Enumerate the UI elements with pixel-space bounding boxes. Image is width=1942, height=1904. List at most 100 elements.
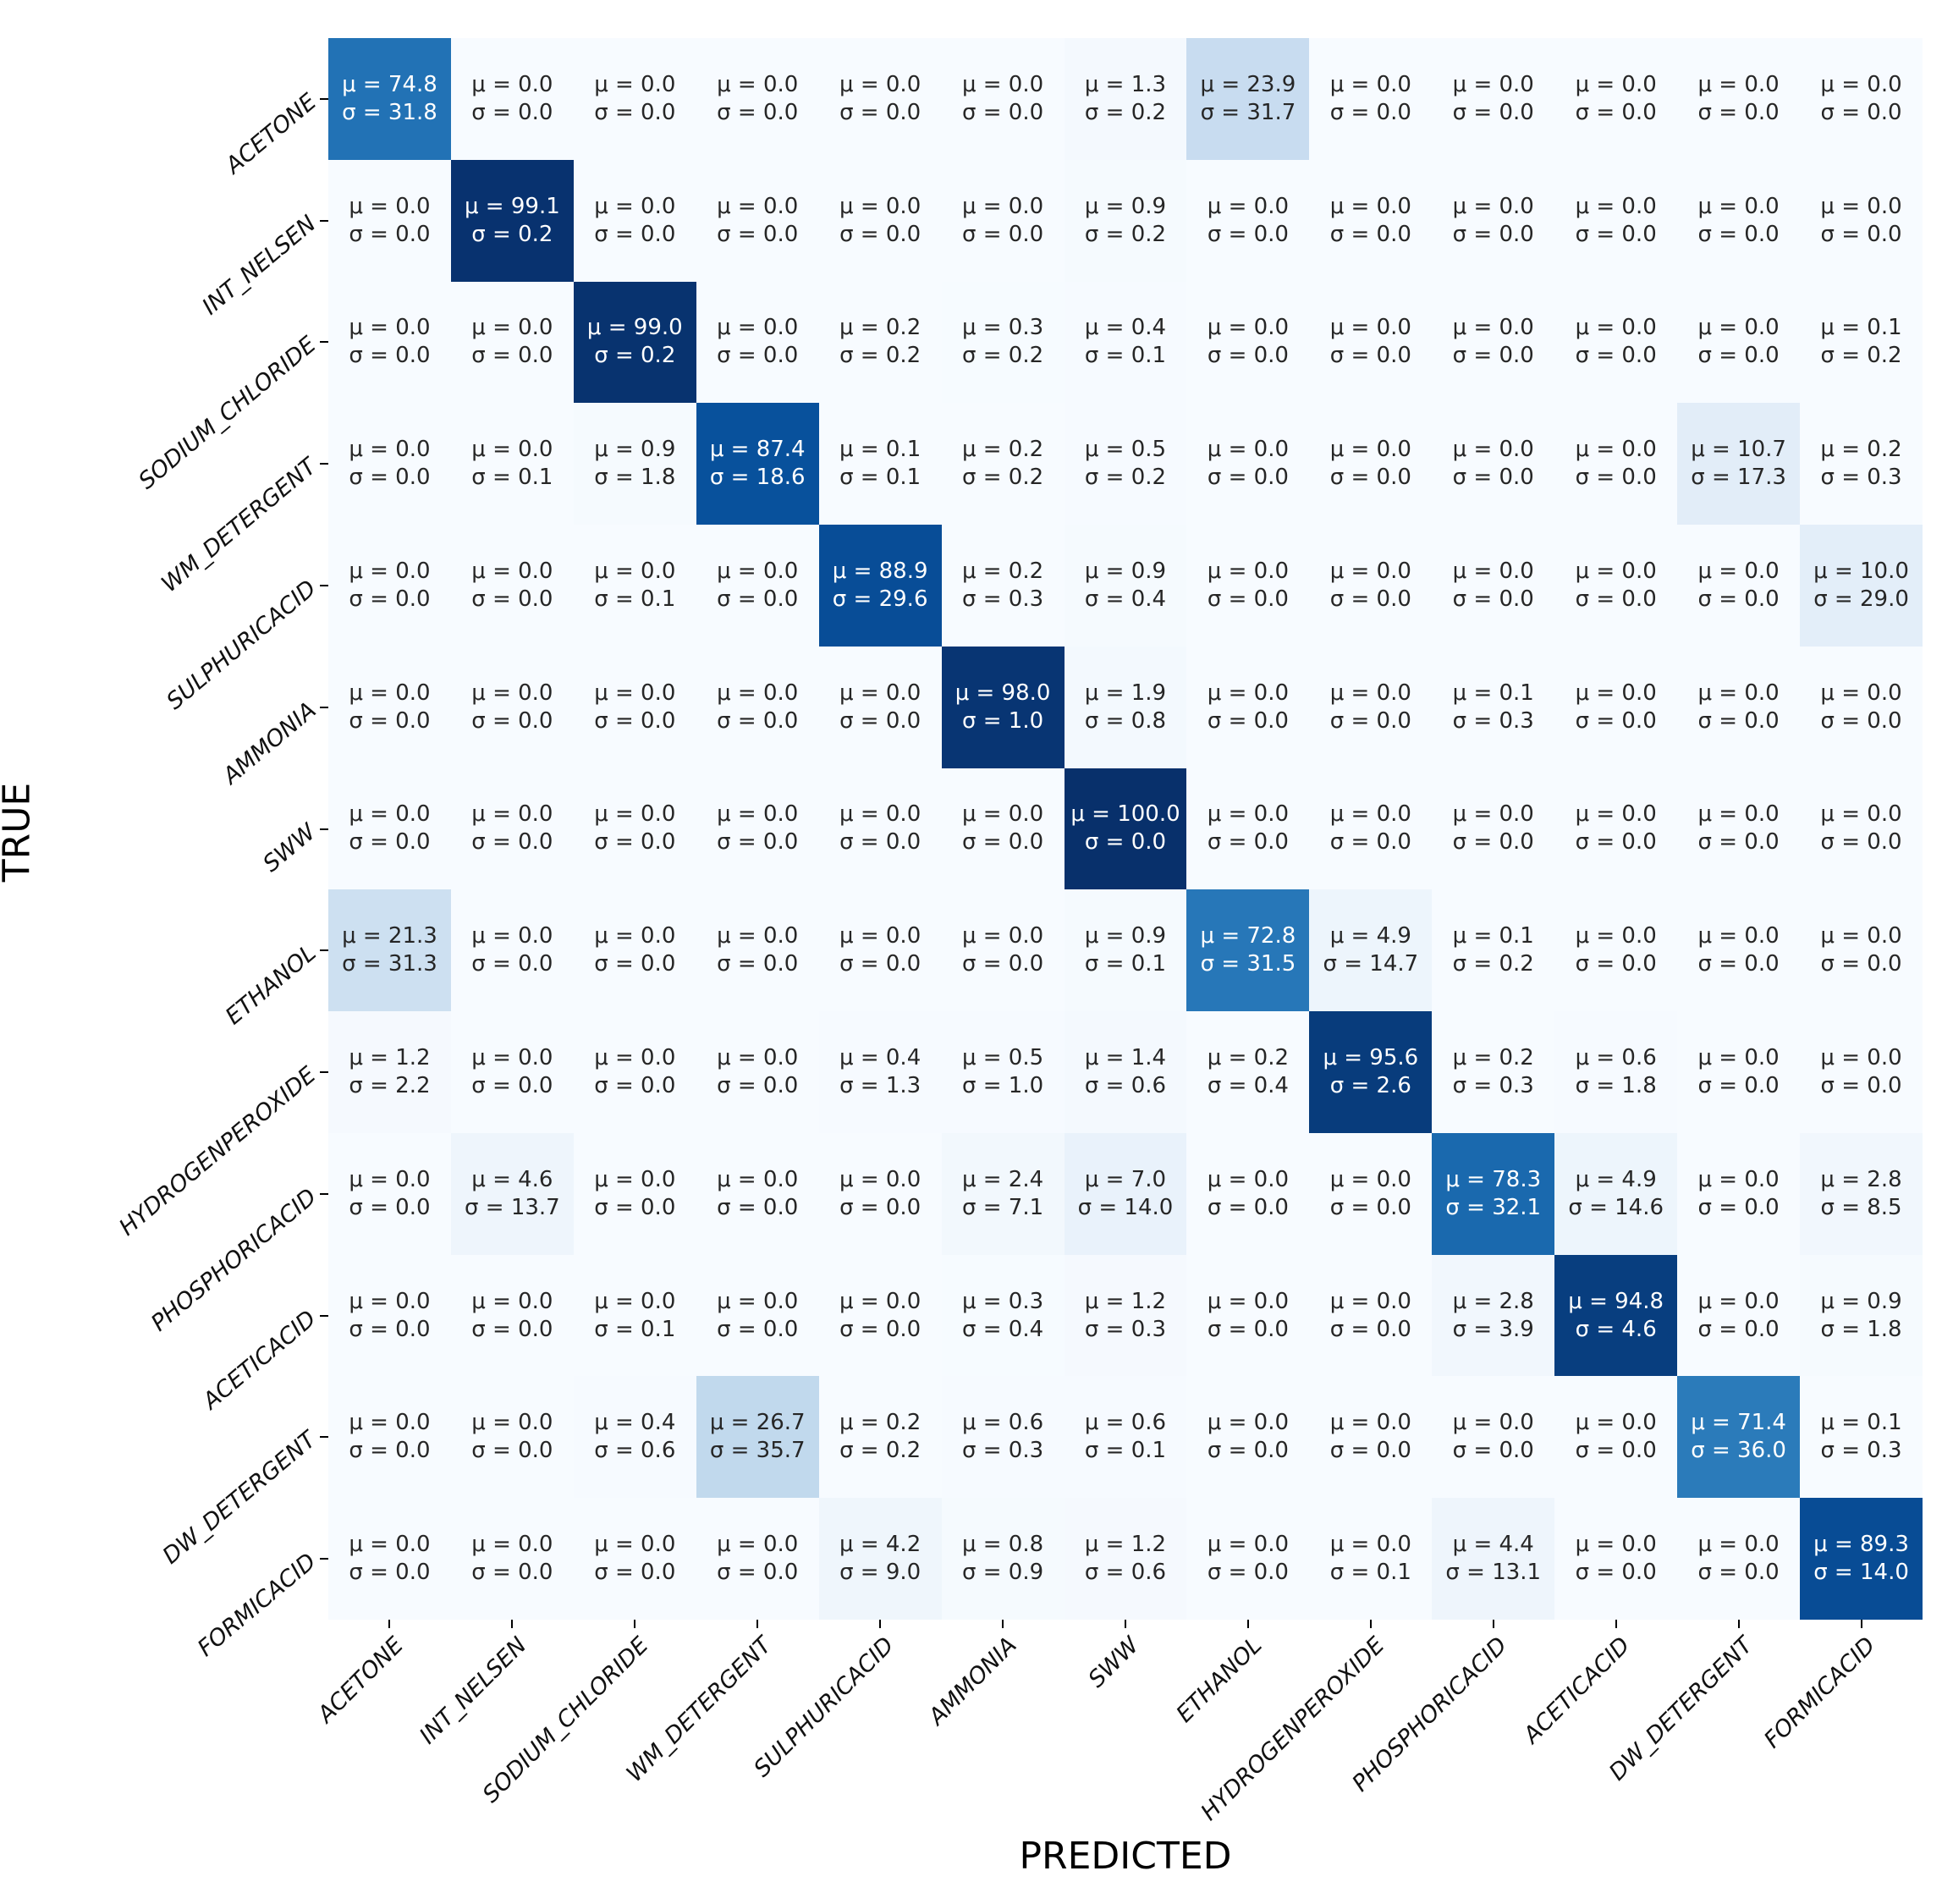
heatmap-cell-sww-sulphuricacid: μ = 0.0 σ = 0.0: [818, 768, 942, 890]
heatmap-cell-formicacid-sww: μ = 1.2 σ = 0.6: [1064, 1498, 1187, 1620]
cell-sigma-value: σ = 0.1: [1084, 343, 1167, 369]
cell-mu-value: μ = 0.0: [1452, 801, 1534, 828]
cell-sigma-value: σ = 0.2: [1084, 221, 1167, 247]
heatmap-cell-ethanol-aceticacid: μ = 0.0 σ = 0.0: [1554, 889, 1678, 1012]
cell-sigma-value: σ = 0.2: [471, 221, 553, 247]
cell-mu-value: μ = 0.0: [1452, 1410, 1534, 1436]
heatmap-cell-aceticacid-sww: μ = 1.2 σ = 0.3: [1064, 1254, 1187, 1377]
cell-sigma-value: σ = 0.0: [1697, 1560, 1780, 1586]
cell-mu-value: μ = 0.3: [961, 315, 1044, 341]
cell-sigma-value: σ = 8.5: [1820, 1194, 1902, 1220]
heatmap-cell-hydrogenperoxide-sodium_chloride: μ = 0.0 σ = 0.0: [573, 1011, 696, 1133]
heatmap-cell-acetone-sww: μ = 1.3 σ = 0.2: [1064, 38, 1187, 160]
cell-mu-value: μ = 87.4: [709, 437, 806, 463]
cell-sigma-value: σ = 0.0: [1207, 221, 1289, 247]
heatmap-cell-dw_detergent-sulphuricacid: μ = 0.2 σ = 0.2: [818, 1376, 942, 1499]
cell-mu-value: μ = 0.0: [594, 71, 676, 97]
cell-sigma-value: σ = 0.0: [717, 99, 799, 125]
y-tick-mark: [320, 584, 328, 586]
cell-mu-value: μ = 0.6: [961, 1410, 1044, 1436]
heatmap-cell-formicacid-sodium_chloride: μ = 0.0 σ = 0.0: [573, 1498, 696, 1620]
cell-sigma-value: σ = 0.0: [471, 1560, 553, 1586]
y-tick-mark: [320, 1071, 328, 1074]
cell-sigma-value: σ = 0.0: [1207, 707, 1289, 734]
heatmap-cell-ethanol-int_nelsen: μ = 0.0 σ = 0.0: [450, 889, 574, 1012]
cell-mu-value: μ = 0.0: [349, 1166, 431, 1192]
cell-sigma-value: σ = 0.0: [717, 1073, 799, 1099]
cell-sigma-value: σ = 0.0: [1575, 829, 1657, 856]
cell-sigma-value: σ = 31.7: [1200, 99, 1296, 125]
cell-sigma-value: σ = 0.0: [1575, 951, 1657, 977]
cell-sigma-value: σ = 0.0: [471, 1438, 553, 1464]
y-tick-mark: [320, 1436, 328, 1439]
cell-mu-value: μ = 0.3: [961, 1288, 1044, 1314]
cell-mu-value: μ = 0.0: [717, 1288, 799, 1314]
y-tick-mark: [320, 1192, 328, 1195]
cell-mu-value: μ = 0.0: [1329, 680, 1411, 706]
heatmap-cell-dw_detergent-ammonia: μ = 0.6 σ = 0.3: [941, 1376, 1065, 1499]
cell-mu-value: μ = 0.0: [349, 1532, 431, 1558]
heatmap-cell-sodium_chloride-dw_detergent: μ = 0.0 σ = 0.0: [1677, 281, 1801, 404]
heatmap-cell-ammonia-int_nelsen: μ = 0.0 σ = 0.0: [450, 646, 574, 768]
cell-mu-value: μ = 0.0: [471, 1288, 553, 1314]
cell-sigma-value: σ = 0.1: [839, 465, 921, 491]
cell-mu-value: μ = 0.0: [839, 1166, 921, 1192]
cell-sigma-value: σ = 0.0: [349, 707, 431, 734]
heatmap-cell-ammonia-hydrogenperoxide: μ = 0.0 σ = 0.0: [1309, 646, 1433, 768]
cell-mu-value: μ = 0.0: [717, 315, 799, 341]
heatmap-cell-aceticacid-aceticacid: μ = 94.8 σ = 4.6: [1554, 1254, 1678, 1377]
cell-mu-value: μ = 0.0: [594, 1045, 676, 1071]
heatmap-cell-sulphuricacid-int_nelsen: μ = 0.0 σ = 0.0: [450, 525, 574, 647]
heatmap-cell-aceticacid-int_nelsen: μ = 0.0 σ = 0.0: [450, 1254, 574, 1377]
cell-sigma-value: σ = 0.0: [349, 1316, 431, 1342]
cell-sigma-value: σ = 0.0: [1207, 829, 1289, 856]
cell-sigma-value: σ = 3.9: [1452, 1316, 1534, 1342]
cell-mu-value: μ = 0.0: [1697, 558, 1780, 584]
cell-mu-value: μ = 0.0: [349, 680, 431, 706]
cell-sigma-value: σ = 14.0: [1813, 1560, 1909, 1586]
heatmap-cell-formicacid-ethanol: μ = 0.0 σ = 0.0: [1186, 1498, 1310, 1620]
cell-sigma-value: σ = 0.8: [1084, 707, 1167, 734]
cell-sigma-value: σ = 0.0: [471, 99, 553, 125]
cell-mu-value: μ = 0.0: [1697, 71, 1780, 97]
cell-sigma-value: σ = 0.0: [1575, 99, 1657, 125]
heatmap-cell-ammonia-ammonia: μ = 98.0 σ = 1.0: [941, 646, 1065, 768]
cell-sigma-value: σ = 0.0: [839, 99, 921, 125]
y-tick-label-sww: SWW: [258, 818, 322, 878]
cell-mu-value: μ = 0.9: [594, 437, 676, 463]
cell-mu-value: μ = 0.0: [471, 1045, 553, 1071]
cell-mu-value: μ = 0.0: [594, 801, 676, 828]
heatmap-cell-hydrogenperoxide-ammonia: μ = 0.5 σ = 1.0: [941, 1011, 1065, 1133]
cell-sigma-value: σ = 0.0: [1452, 829, 1534, 856]
cell-mu-value: μ = 0.0: [349, 315, 431, 341]
heatmap-cell-ammonia-ethanol: μ = 0.0 σ = 0.0: [1186, 646, 1310, 768]
cell-sigma-value: σ = 0.0: [839, 1316, 921, 1342]
heatmap-cell-sww-ethanol: μ = 0.0 σ = 0.0: [1186, 768, 1310, 890]
cell-mu-value: μ = 0.0: [1329, 1410, 1411, 1436]
heatmap-cell-acetone-int_nelsen: μ = 0.0 σ = 0.0: [450, 38, 574, 160]
cell-mu-value: μ = 72.8: [1200, 923, 1296, 949]
heatmap-cell-sodium_chloride-ammonia: μ = 0.3 σ = 0.2: [941, 281, 1065, 404]
cell-mu-value: μ = 0.0: [1820, 193, 1902, 219]
cell-sigma-value: σ = 0.0: [1820, 951, 1902, 977]
cell-mu-value: μ = 0.8: [961, 1532, 1044, 1558]
cell-mu-value: μ = 0.2: [961, 558, 1044, 584]
x-tick-mark: [879, 1620, 882, 1628]
cell-sigma-value: σ = 0.0: [349, 1438, 431, 1464]
cell-sigma-value: σ = 0.2: [1452, 951, 1534, 977]
cell-sigma-value: σ = 0.3: [1820, 465, 1902, 491]
cell-mu-value: μ = 0.0: [839, 923, 921, 949]
cell-mu-value: μ = 94.8: [1568, 1288, 1664, 1314]
cell-mu-value: μ = 26.7: [709, 1410, 806, 1436]
cell-sigma-value: σ = 0.0: [471, 829, 553, 856]
cell-sigma-value: σ = 0.0: [1207, 1194, 1289, 1220]
heatmap-cell-int_nelsen-phosphoricacid: μ = 0.0 σ = 0.0: [1432, 159, 1555, 282]
x-tick-mark: [511, 1620, 514, 1628]
heatmap-cell-wm_detergent-dw_detergent: μ = 10.7 σ = 17.3: [1677, 403, 1801, 526]
cell-sigma-value: σ = 13.1: [1445, 1560, 1542, 1586]
x-tick-label-formicacid: FORMICACID: [1758, 1632, 1881, 1754]
cell-mu-value: μ = 0.0: [1207, 558, 1290, 584]
cell-mu-value: μ = 0.0: [1207, 315, 1290, 341]
heatmap-cell-sww-acetone: μ = 0.0 σ = 0.0: [328, 768, 451, 890]
heatmap-cell-acetone-sodium_chloride: μ = 0.0 σ = 0.0: [573, 38, 696, 160]
